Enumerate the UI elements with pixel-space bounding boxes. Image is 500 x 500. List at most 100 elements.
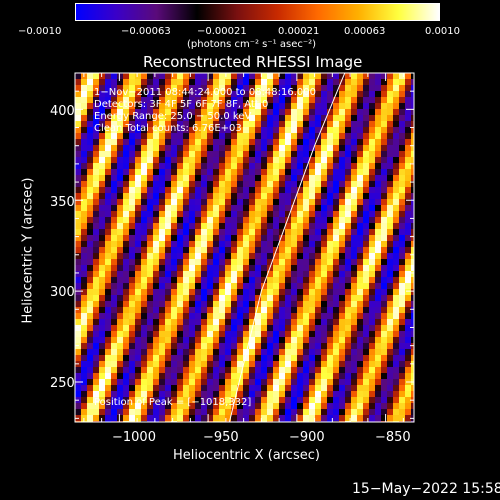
heatmap-cell [87,385,93,391]
heatmap-cell [243,205,249,211]
heatmap-cell [411,187,414,193]
heatmap-cell [207,145,213,151]
heatmap-cell [405,349,411,355]
heatmap-cell [405,91,411,97]
heatmap-cell [393,85,399,91]
heatmap-cell [159,337,165,343]
heatmap-cell [351,373,357,379]
heatmap-cell [105,181,111,187]
heatmap-cell [207,79,213,85]
heatmap-cell [255,181,261,187]
heatmap-cell [93,169,99,175]
heatmap-cell [321,403,327,409]
heatmap-cell [375,367,381,373]
heatmap-cell [399,307,405,313]
heatmap-cell [99,313,105,319]
heatmap-cell [189,169,195,175]
heatmap-cell [81,289,87,295]
heatmap-cell [351,79,357,85]
heatmap-cell [321,253,327,259]
heatmap-cell [255,73,261,79]
heatmap-cell [201,151,207,157]
heatmap-cell [111,265,117,271]
heatmap-cell [213,253,219,259]
heatmap-cell [303,235,309,241]
heatmap-cell [189,163,195,169]
heatmap-cell [339,103,345,109]
heatmap-cell [249,391,255,397]
heatmap-cell [135,331,141,337]
heatmap-cell [111,313,117,319]
heatmap-cell [405,163,411,169]
heatmap-cell [339,91,345,97]
heatmap-cell [399,163,405,169]
heatmap-cell [225,373,231,379]
heatmap-cell [207,223,213,229]
heatmap-cell [345,247,351,253]
heatmap-cell [129,259,135,265]
heatmap-cell [279,79,285,85]
heatmap-cell [327,91,333,97]
heatmap-cell [321,127,327,133]
heatmap-cell [159,355,165,361]
heatmap-cell [213,259,219,265]
heatmap-cell [267,139,273,145]
heatmap-cell [387,355,393,361]
heatmap-cell [129,313,135,319]
heatmap-cell [81,151,87,157]
heatmap-cell [201,265,207,271]
heatmap-cell [237,253,243,259]
heatmap-cell [339,133,345,139]
heatmap-cell [135,193,141,199]
heatmap-cell [315,175,321,181]
heatmap-cell [183,379,189,385]
heatmap-cell [87,211,93,217]
heatmap-cell [207,157,213,163]
heatmap-cell [405,211,411,217]
heatmap-cell [297,391,303,397]
heatmap-cell [213,169,219,175]
heatmap-cell [267,121,273,127]
heatmap-cell [267,235,273,241]
heatmap-cell [159,223,165,229]
heatmap-cell [405,331,411,337]
heatmap-cell [93,211,99,217]
heatmap-cell [225,97,231,103]
heatmap-cell [369,91,375,97]
heatmap-cell [135,385,141,391]
heatmap-cell [405,127,411,133]
heatmap-cell [291,157,297,163]
heatmap-cell [207,163,213,169]
heatmap-cell [273,193,279,199]
heatmap-cell [399,121,405,127]
heatmap-cell [351,181,357,187]
heatmap-cell [249,199,255,205]
heatmap-cell [339,373,345,379]
heatmap-cell [357,367,363,373]
heatmap-cell [309,373,315,379]
heatmap-cell [117,247,123,253]
heatmap-cell [387,103,393,109]
heatmap-cell [387,409,393,415]
heatmap-cell [405,265,411,271]
heatmap-cell [273,133,279,139]
heatmap-cell [309,277,315,283]
heatmap-cell [201,79,207,85]
heatmap-cell [387,241,393,247]
heatmap-cell [387,247,393,253]
heatmap-cell [363,115,369,121]
heatmap-cell [357,403,363,409]
heatmap-cell [381,103,387,109]
heatmap-cell [153,253,159,259]
heatmap-cell [153,403,159,409]
heatmap-cell [225,265,231,271]
heatmap-cell [363,295,369,301]
heatmap-cell [81,121,87,127]
heatmap-cell [183,325,189,331]
heatmap-cell [189,403,195,409]
heatmap-cell [231,409,237,415]
heatmap-cell [279,187,285,193]
heatmap-cell [189,247,195,253]
heatmap-cell [291,355,297,361]
heatmap-cell [201,319,207,325]
